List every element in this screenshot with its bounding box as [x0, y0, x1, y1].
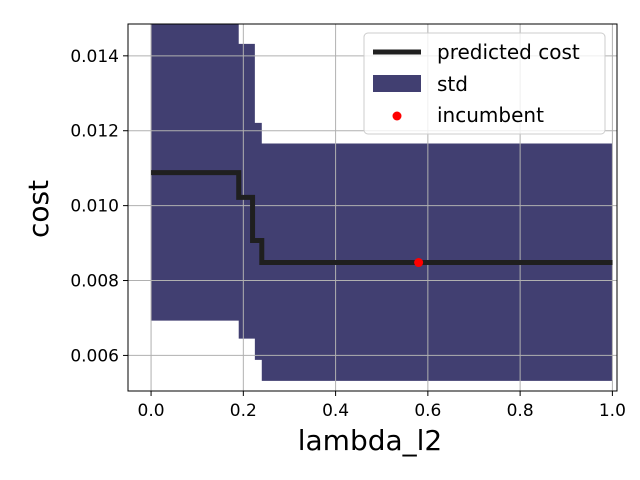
x-tick-label: 0.4: [322, 401, 349, 421]
legend-frame: [363, 32, 606, 135]
y-tick-label: 0.008: [70, 272, 119, 292]
y-tick-label: 0.010: [70, 197, 119, 217]
legend-point-swatch: [392, 111, 402, 121]
x-tick-label: 1.0: [599, 401, 626, 421]
x-tick-label: 0.0: [138, 401, 165, 421]
std-band: [151, 24, 613, 381]
y-axis-label: cost: [22, 180, 55, 238]
x-axis-label: lambda_l2: [298, 424, 443, 457]
legend-label-std: std: [437, 72, 468, 96]
x-tick-label: 0.6: [414, 401, 441, 421]
x-tick-label: 0.2: [230, 401, 257, 421]
y-tick-label: 0.014: [70, 47, 119, 67]
legend-label-predicted-cost: predicted cost: [437, 40, 580, 64]
incumbent-point: [414, 258, 424, 268]
predicted-cost-line: [151, 170, 613, 266]
y-tick-label: 0.006: [70, 346, 119, 366]
x-tick-label: 0.8: [507, 401, 534, 421]
legend-band-swatch: [373, 75, 421, 92]
legend: predicted cost std incumbent: [363, 32, 606, 135]
plot-frame: [127, 23, 618, 392]
y-tick-label: 0.012: [70, 122, 119, 142]
legend-label-incumbent: incumbent: [437, 103, 544, 127]
